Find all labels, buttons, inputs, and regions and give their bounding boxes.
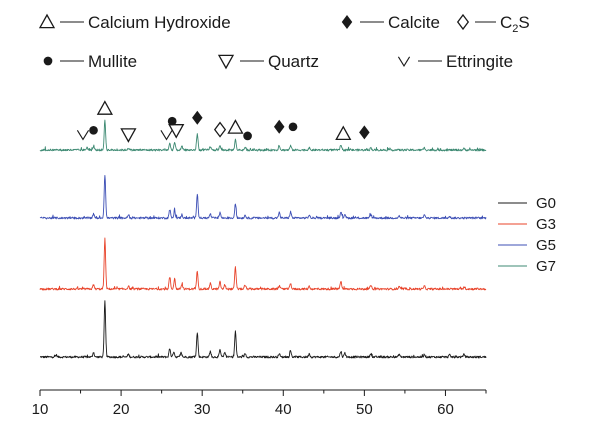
- phase-label-main: Calcium Hydroxide: [88, 13, 231, 32]
- phase-label-main: Ettringite: [446, 52, 513, 71]
- phase-legend-label: Calcium Hydroxide: [88, 13, 231, 32]
- phase-label-main: C: [500, 13, 512, 32]
- triangle-down-shape: [217, 54, 235, 70]
- triangle-up-shape: [335, 125, 352, 141]
- peak-marker-diamond-filled-icon: [359, 125, 370, 140]
- peak-marker-triangle-up-open-icon: [335, 125, 352, 141]
- phase-legend-symbol-diamond-open-icon: [456, 13, 470, 31]
- phase-label-main: Quartz: [268, 52, 319, 71]
- peak-marker-check-v-icon: [160, 130, 173, 141]
- phase-legend-item: Calcite: [341, 13, 440, 32]
- diamond-filled-shape: [341, 15, 353, 29]
- phase-legend-item: Ettringite: [397, 52, 513, 71]
- series-line-g7: [39, 119, 487, 152]
- phase-label-suffix: S: [518, 13, 529, 32]
- check-v-shape: [76, 130, 90, 141]
- peak-marker-triangle-down-open-icon: [168, 124, 185, 139]
- check-v-shape: [160, 130, 173, 141]
- circle-filled-shape: [167, 116, 177, 126]
- circle-filled-shape: [43, 56, 53, 66]
- diamond-open-shape: [456, 13, 470, 31]
- phase-legend-item: Quartz: [217, 52, 319, 71]
- peak-marker-circle-filled-icon: [243, 131, 252, 141]
- legend-label-g0: G0: [536, 195, 556, 212]
- phase-legend: Calcium Hydroxide Calcite C2S Mullite Quartz…: [38, 13, 530, 71]
- peak-marker-diamond-filled-icon: [273, 119, 285, 134]
- phase-legend-symbol-check-v-icon: [397, 56, 411, 67]
- phase-legend-label: Ettringite: [446, 52, 513, 71]
- peak-marker-circle-filled-icon: [89, 125, 98, 135]
- phase-label-main: Calcite: [388, 13, 440, 32]
- triangle-up-shape: [227, 119, 244, 134]
- circle-filled-shape: [288, 122, 298, 132]
- peak-marker-triangle-down-open-icon: [120, 128, 137, 143]
- triangle-down-shape: [168, 124, 185, 139]
- diamond-filled-shape: [192, 110, 203, 125]
- phase-legend-item: Mullite: [43, 52, 137, 71]
- x-tick-label: 60: [437, 401, 454, 418]
- series-line-g3: [39, 237, 487, 291]
- legend-label-g7: G7: [536, 258, 556, 275]
- series-group: [39, 119, 487, 359]
- peak-annotations: [76, 100, 370, 143]
- x-tick-label: 20: [113, 401, 130, 418]
- peak-marker-circle-filled-icon: [288, 122, 298, 132]
- peak-marker-triangle-up-open-icon: [227, 119, 244, 134]
- phase-legend-symbol-diamond-filled-icon: [341, 15, 353, 29]
- phase-legend-item: Calcium Hydroxide: [38, 13, 231, 32]
- legend-label-g5: G5: [536, 237, 556, 254]
- series-line-g5: [39, 174, 487, 220]
- phase-legend-item: C2S: [456, 13, 530, 35]
- phase-legend-symbol-triangle-up-open-icon: [38, 13, 56, 29]
- x-axis: 10 20 30 40 50 60: [32, 389, 487, 418]
- triangle-down-shape: [120, 128, 137, 143]
- phase-legend-label: Calcite: [388, 13, 440, 32]
- phase-legend-label: Mullite: [88, 52, 137, 71]
- x-tick-label: 10: [32, 401, 49, 418]
- peak-marker-triangle-up-open-icon: [96, 100, 113, 115]
- phase-legend-symbol-circle-filled-icon: [43, 56, 53, 66]
- circle-filled-shape: [243, 131, 252, 141]
- series-line-g0: [39, 300, 487, 359]
- phase-legend-label: C2S: [500, 13, 530, 35]
- peak-marker-diamond-open-icon: [213, 121, 227, 138]
- check-v-shape: [397, 56, 411, 67]
- triangle-up-shape: [96, 100, 113, 115]
- phase-legend-symbol-triangle-down-open-icon: [217, 54, 235, 70]
- peak-marker-circle-filled-icon: [167, 116, 177, 126]
- x-tick-label: 30: [194, 401, 211, 418]
- diamond-filled-shape: [359, 125, 370, 140]
- x-tick-label: 50: [356, 401, 373, 418]
- phase-label-main: Mullite: [88, 52, 137, 71]
- x-tick-label: 40: [275, 401, 292, 418]
- peak-marker-check-v-icon: [76, 130, 90, 141]
- series-legend: G0 G3 G5 G7: [498, 195, 556, 275]
- phase-label-subscript: 2: [512, 23, 518, 35]
- legend-label-g3: G3: [536, 216, 556, 233]
- circle-filled-shape: [89, 125, 98, 135]
- diamond-filled-shape: [273, 119, 285, 134]
- diamond-open-shape: [213, 121, 227, 138]
- triangle-up-shape: [38, 13, 56, 29]
- peak-marker-diamond-filled-icon: [192, 110, 203, 125]
- phase-legend-label: Quartz: [268, 52, 319, 71]
